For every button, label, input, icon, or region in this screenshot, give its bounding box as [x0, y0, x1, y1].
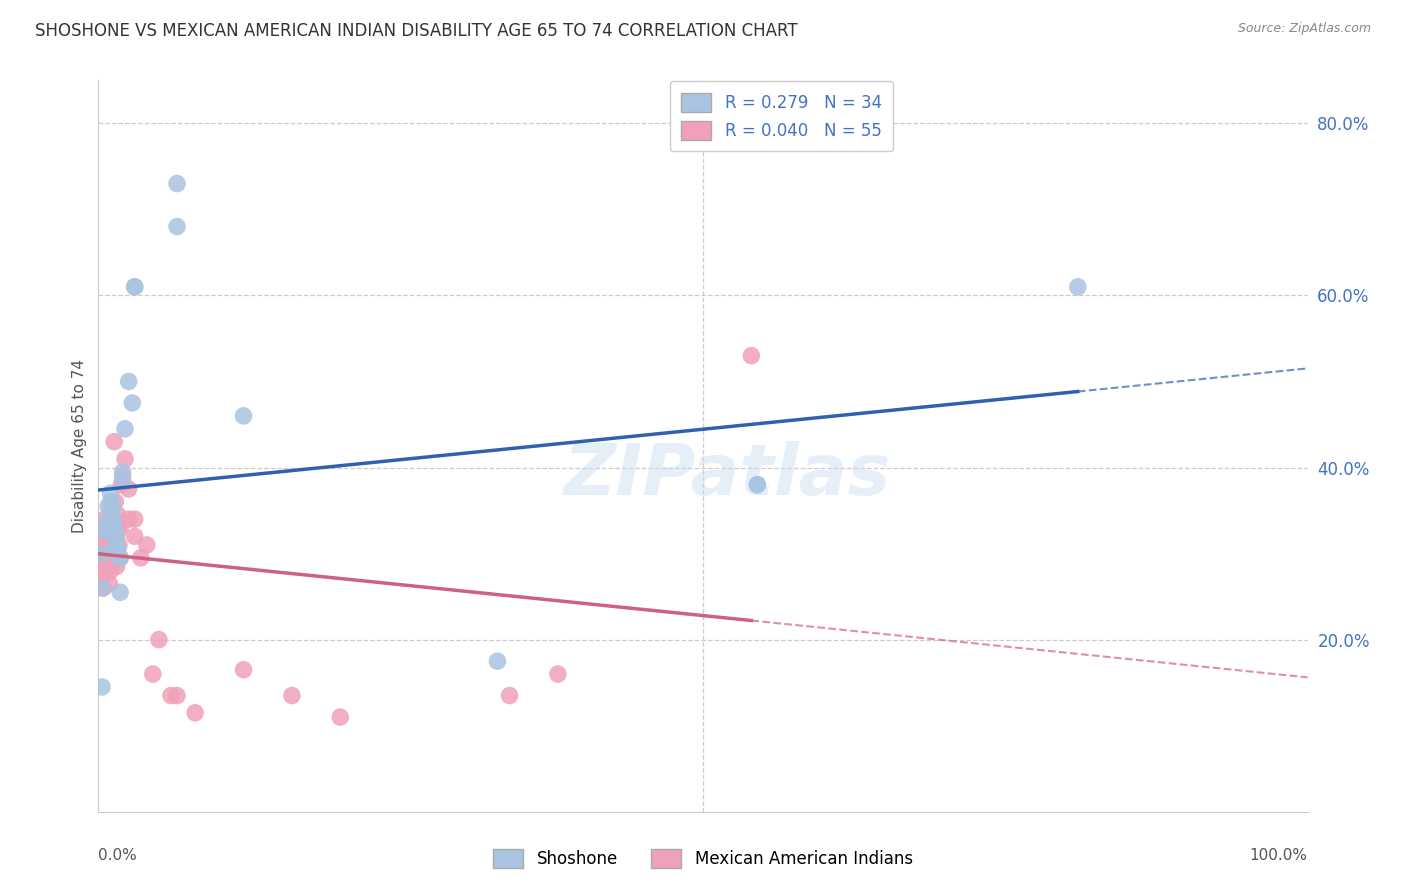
Point	[96, 533, 118, 548]
Point	[118, 512, 141, 526]
Point	[100, 538, 122, 552]
Point	[97, 529, 120, 543]
Point	[281, 689, 304, 703]
Point	[105, 529, 128, 543]
Point	[124, 280, 146, 294]
Point	[107, 521, 129, 535]
Point	[91, 680, 114, 694]
Text: Source: ZipAtlas.com: Source: ZipAtlas.com	[1237, 22, 1371, 36]
Point	[166, 219, 188, 234]
Point	[97, 516, 120, 531]
Point	[101, 500, 124, 514]
Point	[101, 555, 124, 569]
Point	[107, 508, 129, 522]
Point	[91, 568, 114, 582]
Point	[97, 512, 120, 526]
Point	[94, 524, 117, 539]
Point	[91, 581, 114, 595]
Point	[91, 581, 114, 595]
Point	[101, 516, 124, 531]
Point	[98, 529, 121, 543]
Point	[108, 550, 131, 565]
Point	[124, 280, 146, 294]
Point	[91, 555, 114, 569]
Text: 0.0%: 0.0%	[98, 848, 138, 863]
Point	[91, 538, 114, 552]
Point	[100, 495, 122, 509]
Point	[121, 396, 143, 410]
Point	[107, 542, 129, 557]
Legend: Shoshone, Mexican American Indians: Shoshone, Mexican American Indians	[486, 842, 920, 875]
Point	[166, 689, 188, 703]
Point	[118, 482, 141, 496]
Point	[142, 667, 165, 681]
Point	[740, 349, 762, 363]
Point	[91, 564, 114, 578]
Point	[93, 512, 115, 526]
Point	[124, 529, 146, 543]
Point	[91, 547, 114, 561]
Text: 100.0%: 100.0%	[1250, 848, 1308, 863]
Point	[1067, 280, 1090, 294]
Text: SHOSHONE VS MEXICAN AMERICAN INDIAN DISABILITY AGE 65 TO 74 CORRELATION CHART: SHOSHONE VS MEXICAN AMERICAN INDIAN DISA…	[35, 22, 797, 40]
Point	[100, 503, 122, 517]
Legend: R = 0.279   N = 34, R = 0.040   N = 55: R = 0.279 N = 34, R = 0.040 N = 55	[669, 81, 893, 152]
Point	[97, 538, 120, 552]
Point	[108, 550, 131, 565]
Point	[94, 521, 117, 535]
Y-axis label: Disability Age 65 to 74: Disability Age 65 to 74	[72, 359, 87, 533]
Point	[108, 538, 131, 552]
Point	[96, 550, 118, 565]
Point	[105, 559, 128, 574]
Point	[329, 710, 352, 724]
Point	[486, 654, 509, 668]
Text: ZIPatlas: ZIPatlas	[564, 441, 891, 509]
Point	[108, 521, 131, 535]
Point	[103, 434, 125, 449]
Point	[93, 521, 115, 535]
Point	[100, 508, 122, 522]
Point	[111, 474, 134, 488]
Point	[129, 550, 152, 565]
Point	[148, 632, 170, 647]
Point	[100, 486, 122, 500]
Point	[547, 667, 569, 681]
Point	[135, 538, 157, 552]
Point	[184, 706, 207, 720]
Point	[114, 451, 136, 466]
Point	[93, 521, 115, 535]
Point	[91, 524, 114, 539]
Point	[232, 663, 254, 677]
Point	[107, 547, 129, 561]
Point	[160, 689, 183, 703]
Point	[105, 529, 128, 543]
Point	[94, 555, 117, 569]
Point	[124, 512, 146, 526]
Point	[114, 422, 136, 436]
Point	[90, 547, 112, 561]
Point	[103, 521, 125, 535]
Point	[232, 409, 254, 423]
Point	[94, 564, 117, 578]
Point	[103, 533, 125, 548]
Point	[498, 689, 520, 703]
Point	[108, 585, 131, 599]
Point	[747, 477, 769, 491]
Point	[105, 538, 128, 552]
Point	[166, 177, 188, 191]
Point	[118, 375, 141, 389]
Point	[104, 495, 127, 509]
Point	[98, 576, 121, 591]
Point	[111, 465, 134, 479]
Point	[101, 512, 124, 526]
Point	[97, 500, 120, 514]
Point	[100, 521, 122, 535]
Point	[100, 564, 122, 578]
Point	[747, 477, 769, 491]
Point	[101, 524, 124, 539]
Point	[110, 477, 132, 491]
Point	[111, 469, 134, 483]
